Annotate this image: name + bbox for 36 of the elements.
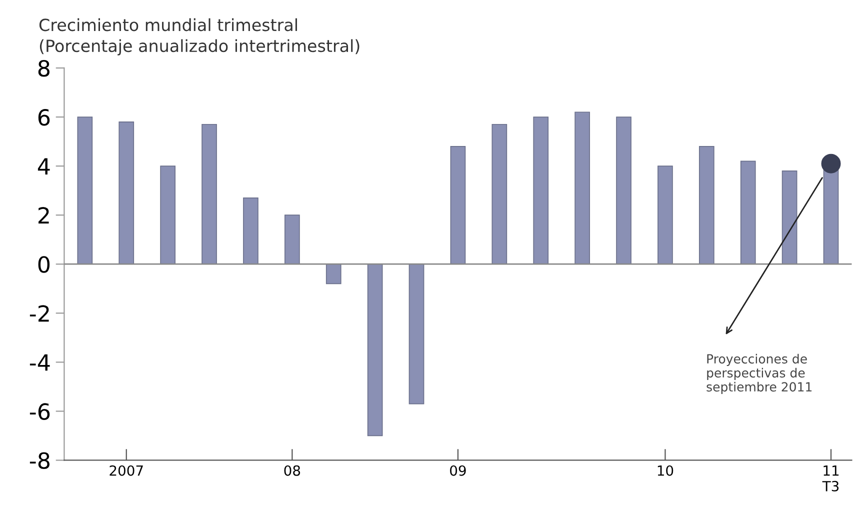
bar [533, 116, 549, 265]
bar [408, 264, 424, 404]
bar [658, 166, 673, 265]
bar [782, 170, 798, 265]
bar [118, 122, 134, 265]
x-tick-label: 2007 [110, 465, 143, 476]
bar [740, 160, 756, 265]
bar [823, 168, 839, 265]
y-tick-label: 2 [38, 207, 49, 224]
chart-subtitle: (Porcentaje anualizado intertrimestral) [40, 39, 360, 56]
bar [243, 198, 258, 265]
x-tick-label: 08 [284, 465, 300, 476]
x-tick-label: 11 T3 [822, 466, 839, 492]
bar [616, 116, 632, 265]
bar [284, 214, 300, 265]
y-tick-label: 8 [38, 60, 50, 77]
bar [367, 264, 383, 436]
bar [326, 264, 342, 284]
y-tick-label: -8 [30, 452, 50, 469]
bar [202, 124, 217, 265]
bar [77, 116, 93, 265]
y-tick-label: -6 [30, 403, 50, 420]
y-tick-label: 4 [38, 158, 50, 174]
x-tick-label: 09 [450, 465, 466, 476]
annotation: Proyecciones de perspectivas de septiembre 2011 [706, 354, 812, 394]
bar [450, 146, 466, 265]
bar [698, 146, 714, 265]
x-tick-label: 10 [658, 465, 674, 476]
bar [574, 112, 590, 265]
bar [492, 124, 508, 265]
chart-title: Crecimiento mundial trimestral [39, 18, 297, 32]
y-tick-label: -2 [30, 305, 49, 322]
y-tick-label: 6 [38, 108, 50, 126]
y-tick-label: -4 [30, 354, 50, 371]
y-tick-label: 0 [38, 256, 50, 273]
bar [160, 166, 176, 265]
